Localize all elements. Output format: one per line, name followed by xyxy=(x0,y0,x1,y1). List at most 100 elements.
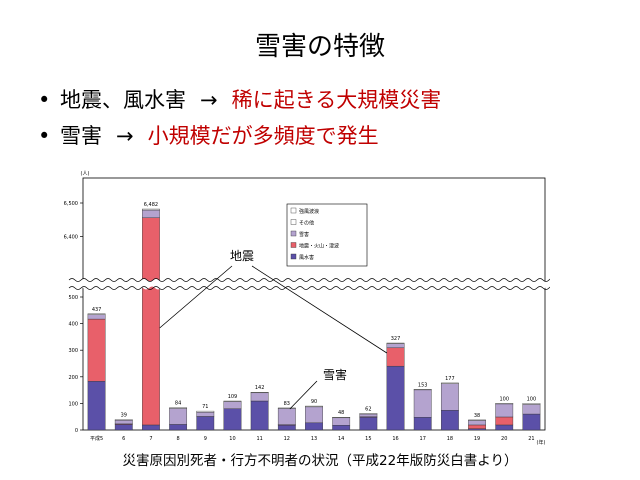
bar-segment xyxy=(495,403,514,418)
bar-segment xyxy=(413,389,432,391)
bar-segment xyxy=(114,419,133,421)
bar-segment xyxy=(87,381,106,431)
annotation-earthquake: 地震 xyxy=(230,249,254,263)
axis-break-line xyxy=(68,278,550,282)
bar-total-label: 6,482 xyxy=(144,202,158,208)
legend-entry: 強風波浪 xyxy=(299,208,319,215)
bar-segment xyxy=(386,365,405,431)
x-tick-label: 10 xyxy=(229,436,235,442)
bullet-lead: 地震、風水害 xyxy=(60,88,186,112)
bar-segment xyxy=(522,403,541,405)
y-tick-label: 6,500 xyxy=(64,201,78,207)
x-tick-label: 18 xyxy=(447,436,453,442)
bar-segment xyxy=(196,411,215,417)
bar-segment xyxy=(495,403,514,405)
bar-segment xyxy=(223,401,242,409)
bar-segment xyxy=(114,424,133,431)
y-tick-label: 0 xyxy=(75,428,78,434)
x-tick-label: 12 xyxy=(284,436,290,442)
bar-segment xyxy=(332,417,351,426)
bar-segment xyxy=(386,347,405,367)
bar-segment xyxy=(114,419,133,425)
x-tick-label: 13 xyxy=(311,436,317,442)
bar-total-label: 84 xyxy=(175,401,181,407)
bar-total-label: 177 xyxy=(445,376,455,382)
bar-segment xyxy=(386,342,405,344)
bar-segment xyxy=(468,420,486,426)
bullet-lead: 雪害 xyxy=(60,124,102,148)
x-tick-label: 14 xyxy=(338,436,344,442)
x-tick-label: 8 xyxy=(177,436,180,442)
y-tick-label: 500 xyxy=(68,295,78,301)
bar-total-label: 100 xyxy=(527,396,537,402)
bar-segment xyxy=(277,408,296,425)
disaster-deaths-chart: 0 100 200 300 400 500 6,400 6,500 (人) (年) 437 平成5 39… xyxy=(64,171,550,446)
bar-segment xyxy=(522,404,541,415)
arrow-icon: → xyxy=(200,88,218,112)
annotation-leader-line xyxy=(289,380,318,410)
legend-entry: 地震・火山・津波 xyxy=(299,243,339,250)
y-tick-label: 100 xyxy=(68,401,78,407)
bar-segment xyxy=(223,408,242,431)
y-tick-label: 200 xyxy=(68,375,78,381)
bar-total-label: 142 xyxy=(255,385,265,391)
annotation-snow: 雪害 xyxy=(323,367,347,382)
x-unit-label: (年) xyxy=(537,439,546,446)
bar-segment xyxy=(305,405,323,408)
bar-segment xyxy=(495,424,514,431)
x-tick-label: 17 xyxy=(420,436,426,442)
bar-segment xyxy=(522,413,541,431)
bar-segment xyxy=(142,208,160,211)
legend-box xyxy=(286,203,368,267)
bar-segment xyxy=(169,408,188,425)
bar-total-label: 48 xyxy=(338,410,344,416)
bar-segment xyxy=(413,389,432,418)
legend-swatch xyxy=(290,230,297,237)
bar-total-label: 153 xyxy=(418,382,428,388)
bar-segment xyxy=(305,422,323,431)
annotation-leader-line xyxy=(159,265,233,329)
bar-total-label: 327 xyxy=(391,336,401,342)
slide-title: 雪害の特徴 xyxy=(254,32,385,62)
x-tick-label: 19 xyxy=(474,436,480,442)
bar-total-label: 109 xyxy=(228,394,238,400)
bar-segment xyxy=(332,425,351,431)
bullet-dot-icon: • xyxy=(38,124,51,148)
bar-segment xyxy=(359,417,378,431)
bar-segment xyxy=(250,392,269,402)
x-tick-label: 9 xyxy=(204,436,207,442)
bar-segment xyxy=(142,424,160,431)
bar-segment xyxy=(440,410,459,431)
axis-break-line xyxy=(68,286,550,290)
bar-segment xyxy=(386,343,405,349)
bar-segment xyxy=(87,313,106,315)
y-tick-label: 6,400 xyxy=(64,235,78,241)
y-tick-label: 400 xyxy=(68,322,78,328)
bullet-result: 小規模だが多頻度で発生 xyxy=(147,124,379,148)
y-tick-label: 300 xyxy=(68,348,78,354)
bar-segment xyxy=(440,382,459,384)
bar-segment xyxy=(142,217,160,426)
legend-swatch xyxy=(290,242,297,248)
bullet-earthquake-flood: • 地震、風水害 → 稀に起きる大規模災害 xyxy=(38,84,441,114)
axis-break-band xyxy=(65,278,550,290)
bar-segment xyxy=(277,407,296,409)
annotation-leader-line xyxy=(251,265,388,354)
bullet-snow-damage: • 雪害 → 小規模だが多頻度で発生 xyxy=(38,120,379,150)
x-tick-label: 平成5 xyxy=(90,435,103,442)
bar-segment xyxy=(169,407,188,409)
bar-segment xyxy=(250,392,269,394)
bar-total-label: 38 xyxy=(474,413,480,419)
x-tick-label: 6 xyxy=(122,436,125,442)
legend-swatch xyxy=(290,253,297,260)
bar-segment xyxy=(413,417,432,431)
bar-segment xyxy=(468,424,486,429)
x-tick-label: 7 xyxy=(149,436,152,442)
legend-swatch xyxy=(290,207,297,214)
y-unit-label: (人) xyxy=(81,171,90,177)
arrow-icon: → xyxy=(116,124,134,148)
bullet-result: 稀に起きる大規模災害 xyxy=(231,88,442,112)
bar-total-label: 100 xyxy=(499,396,509,402)
bar-segment xyxy=(223,400,242,402)
bar-segment xyxy=(142,209,160,218)
